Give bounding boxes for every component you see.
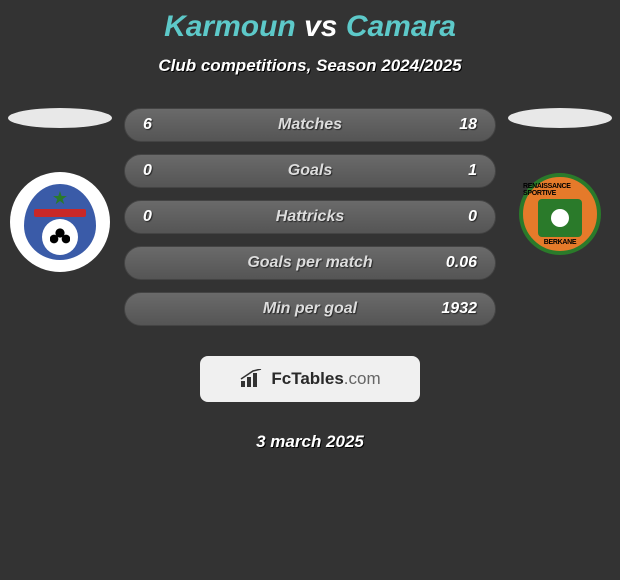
stat-row-min-per-goal: Min per goal 1932 [124, 292, 496, 326]
player2-photo-placeholder [508, 108, 612, 128]
club-right-bottom-text: BERKANE [544, 239, 577, 246]
club-badge-left: ★ [8, 170, 112, 274]
stat-right-value: 1932 [437, 300, 477, 318]
stat-row-hattricks: 0 Hattricks 0 [124, 200, 496, 234]
stat-row-matches: 6 Matches 18 [124, 108, 496, 142]
brand-name: FcTables.com [271, 369, 380, 389]
stat-label: Min per goal [263, 300, 357, 318]
stats-column: 6 Matches 18 0 Goals 1 0 Hattricks 0 Goa… [124, 108, 496, 452]
player1-name: Karmoun [164, 10, 296, 43]
club-badge-right: RENAISSANCE SPORTIVE BERKANE [516, 170, 604, 258]
infographic-container: Karmoun vs Camara Club competitions, Sea… [0, 0, 620, 462]
stat-right-value: 1 [437, 162, 477, 180]
brand-suffix: .com [344, 369, 381, 388]
player1-photo-placeholder [8, 108, 112, 128]
player2-name: Camara [346, 10, 456, 43]
subtitle: Club competitions, Season 2024/2025 [8, 56, 612, 76]
club-right-center-panel [538, 199, 582, 237]
stat-label: Hattricks [276, 208, 344, 226]
stat-row-goals: 0 Goals 1 [124, 154, 496, 188]
right-column: RENAISSANCE SPORTIVE BERKANE [508, 108, 612, 258]
stat-right-value: 0.06 [437, 254, 477, 272]
stat-left-value: 6 [143, 116, 183, 134]
left-column: ★ [8, 108, 112, 274]
club-right-badge-icon: RENAISSANCE SPORTIVE BERKANE [519, 173, 601, 255]
star-icon: ★ [52, 189, 68, 207]
banner-icon [34, 209, 86, 217]
stat-label: Goals per match [247, 254, 372, 272]
vs-text: vs [304, 10, 337, 43]
brand-text: FcTables [271, 369, 343, 388]
mini-football-icon [551, 209, 569, 227]
stat-label: Goals [288, 162, 332, 180]
stat-right-value: 18 [437, 116, 477, 134]
main-row: ★ 6 Matches 18 0 Goals 1 0 Hattr [8, 108, 612, 452]
bar-chart-icon [239, 369, 265, 389]
date-text: 3 march 2025 [124, 432, 496, 452]
page-title: Karmoun vs Camara [8, 10, 612, 44]
brand-logo-box: FcTables.com [200, 356, 420, 402]
club-right-top-text: RENAISSANCE SPORTIVE [523, 183, 597, 197]
stat-row-goals-per-match: Goals per match 0.06 [124, 246, 496, 280]
stat-label: Matches [278, 116, 342, 134]
football-icon [42, 219, 78, 255]
stat-left-value: 0 [143, 208, 183, 226]
stat-right-value: 0 [437, 208, 477, 226]
club-left-shield-icon: ★ [24, 184, 96, 260]
stat-left-value: 0 [143, 162, 183, 180]
